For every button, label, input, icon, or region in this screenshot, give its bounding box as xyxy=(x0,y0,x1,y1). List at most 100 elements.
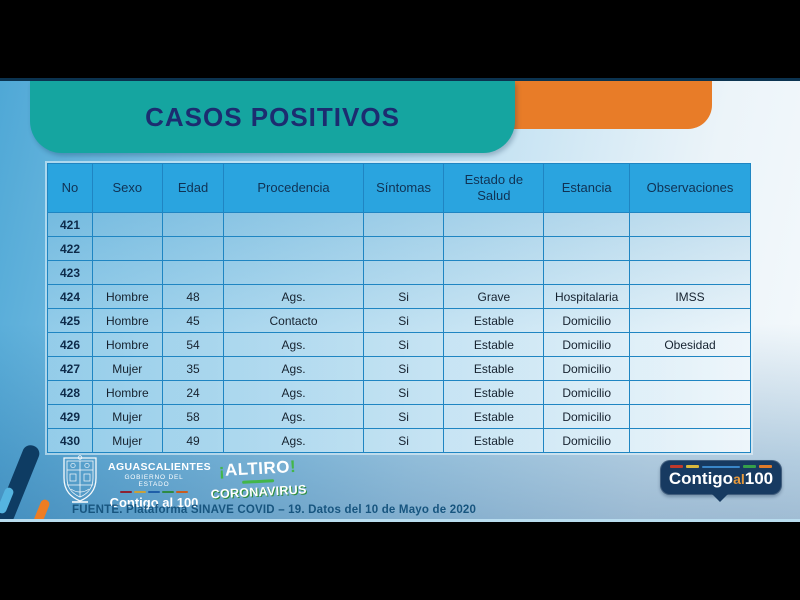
table-cell: 48 xyxy=(161,284,225,309)
table-cell: Grave xyxy=(443,284,545,309)
color-dash xyxy=(686,465,699,468)
table-cell: Si xyxy=(362,284,445,309)
table-cell: 24 xyxy=(161,380,225,405)
table-cell xyxy=(443,236,545,261)
table-row: 425 Hombre 45 Contacto Si Estable Domicilio xyxy=(47,308,751,333)
color-dash xyxy=(176,491,188,493)
table-row: 423 xyxy=(47,260,751,285)
table-cell: 58 xyxy=(161,404,225,429)
case-number-cell: 428 xyxy=(47,380,93,405)
table-cell: Domicilio xyxy=(543,356,631,381)
table-cell: Hombre xyxy=(91,332,163,357)
government-divider-dashes xyxy=(108,491,200,493)
orange-header-tab xyxy=(500,81,712,129)
table-cell xyxy=(223,260,364,285)
table-cell: Domicilio xyxy=(543,308,631,333)
case-number-cell: 425 xyxy=(47,308,93,333)
case-number-cell: 430 xyxy=(47,428,93,453)
table-cell xyxy=(161,260,225,285)
table-cell xyxy=(223,236,364,261)
table-cell xyxy=(362,236,445,261)
government-slogan: Contigo al 100 xyxy=(109,495,199,510)
table-cell: Hombre xyxy=(91,380,163,405)
case-number-cell: 422 xyxy=(47,236,93,261)
table-cell xyxy=(161,236,225,261)
cases-table: No Sexo Edad Procedencia Síntomas Estado de S… xyxy=(47,163,751,453)
table-cell xyxy=(629,380,751,405)
table-cell: Si xyxy=(362,380,445,405)
table-cell: Si xyxy=(362,428,445,453)
table-cell: Domicilio xyxy=(543,332,631,357)
color-dash xyxy=(134,491,146,493)
slide-bottom-edge xyxy=(0,519,800,522)
table-cell: 49 xyxy=(161,428,225,453)
table-cell xyxy=(223,212,364,237)
table-cell xyxy=(443,260,545,285)
case-number-cell: 421 xyxy=(47,212,93,237)
case-number-cell: 429 xyxy=(47,404,93,429)
table-cell: 35 xyxy=(161,356,225,381)
column-header-2: Sexo xyxy=(91,163,163,213)
case-number-cell: 426 xyxy=(47,332,93,357)
table-cell xyxy=(543,260,631,285)
case-number-cell: 427 xyxy=(47,356,93,381)
contigo-al-100-badge: Contigoal100 xyxy=(660,460,782,502)
page-title: CASOS POSITIVOS xyxy=(145,101,400,132)
table-cell: Ags. xyxy=(223,284,364,309)
table-cell: Hombre xyxy=(91,308,163,333)
table-cell: Estable xyxy=(443,332,545,357)
table-cell xyxy=(629,212,751,237)
table-cell: Ags. xyxy=(223,356,364,381)
table-row: 421 xyxy=(47,212,751,237)
table-cell: Si xyxy=(362,356,445,381)
color-dash xyxy=(120,491,132,493)
color-dash xyxy=(162,491,174,493)
cases-table-container: No Sexo Edad Procedencia Síntomas Estado de S… xyxy=(47,163,751,453)
table-cell xyxy=(91,236,163,261)
table-row: 427 Mujer 35 Ags. Si Estable Domicilio xyxy=(47,356,751,381)
table-cell: Domicilio xyxy=(543,404,631,429)
table-header-row: No Sexo Edad Procedencia Síntomas Estado de S… xyxy=(47,163,751,213)
table-cell: Si xyxy=(362,332,445,357)
badge-color-dashes xyxy=(660,460,782,468)
altiro-green-dash xyxy=(242,479,275,484)
table-row: 428 Hombre 24 Ags. Si Estable Domicilio xyxy=(47,380,751,405)
column-header-6: Estado de Salud xyxy=(443,163,545,213)
table-row: 422 xyxy=(47,236,751,261)
government-name: AGUASCALIENTES xyxy=(108,461,212,473)
table-cell: Ags. xyxy=(223,404,364,429)
table-cell: Si xyxy=(362,404,445,429)
table-cell xyxy=(362,212,445,237)
table-cell xyxy=(629,428,751,453)
table-cell: Ags. xyxy=(223,428,364,453)
table-cell: Domicilio xyxy=(543,380,631,405)
column-header-5: Síntomas xyxy=(362,163,445,213)
column-header-7: Estancia xyxy=(543,163,631,213)
table-cell xyxy=(362,260,445,285)
table-cell xyxy=(443,212,545,237)
badge-tail-pointer xyxy=(712,494,728,502)
table-cell: Hospitalaria xyxy=(543,284,631,309)
color-dash xyxy=(148,491,160,493)
column-header-3: Edad xyxy=(161,163,225,213)
table-cell: Estable xyxy=(443,356,545,381)
table-cell: Estable xyxy=(443,380,545,405)
exclamation-close-icon: ! xyxy=(289,457,297,477)
column-header-8: Observaciones xyxy=(629,163,751,213)
table-cell: Hombre xyxy=(91,284,163,309)
table-cell: Estable xyxy=(443,308,545,333)
table-cell: Mujer xyxy=(91,428,163,453)
table-cell: Si xyxy=(362,308,445,333)
government-subtitle: GOBIERNO DEL ESTADO xyxy=(124,474,184,488)
coat-of-arms-icon xyxy=(63,455,97,503)
table-cell: Domicilio xyxy=(543,428,631,453)
table-cell: Ags. xyxy=(223,332,364,357)
header-row: No Sexo Edad Procedencia Síntomas Estado de S… xyxy=(47,163,751,213)
table-cell xyxy=(91,260,163,285)
government-logo: AGUASCALIENTES GOBIERNO DEL ESTADO Conti… xyxy=(108,461,212,510)
table-row: 429 Mujer 58 Ags. Si Estable Domicilio xyxy=(47,404,751,429)
table-cell: 45 xyxy=(161,308,225,333)
source-citation: FUENTE. Plataforma SINAVE COVID – 19. Da… xyxy=(72,504,477,516)
table-cell xyxy=(629,356,751,381)
table-cell xyxy=(629,404,751,429)
